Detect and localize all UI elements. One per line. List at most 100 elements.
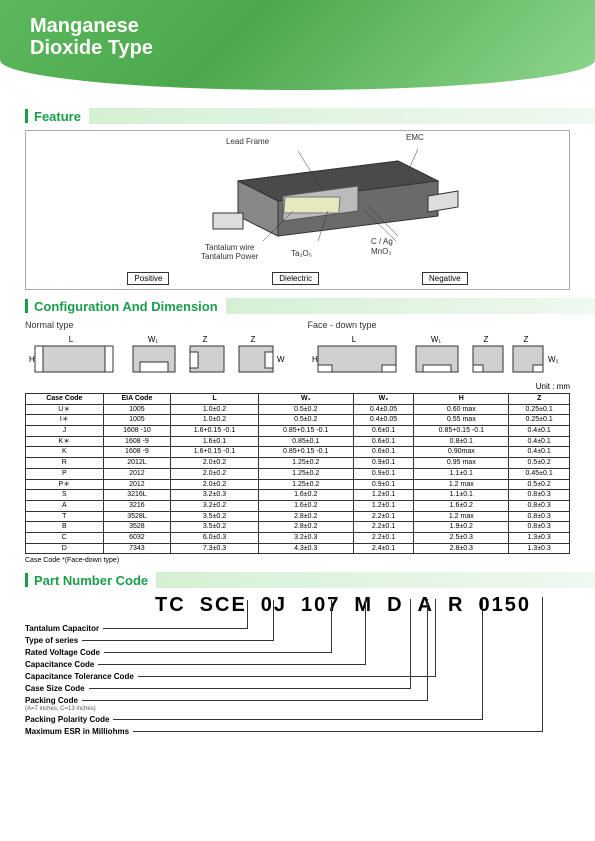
- svg-text:Z: Z: [203, 335, 208, 344]
- title-line1: Manganese: [30, 15, 139, 37]
- table-cell: 1.2 max: [414, 479, 509, 490]
- pnc-label-row: Packing Polarity Code: [25, 715, 570, 724]
- table-cell: 0.90max: [414, 447, 509, 458]
- svg-text:L: L: [69, 335, 74, 344]
- table-cell: 2.8±0.2: [258, 511, 353, 522]
- table-cell: D: [26, 543, 104, 554]
- section-partnum: Part Number Code: [25, 572, 595, 588]
- pnc-label-row: Capacitance Code: [25, 660, 570, 669]
- table-header: Z: [509, 394, 570, 405]
- table-cell: 7343: [103, 543, 171, 554]
- section-feature-text: Feature: [34, 109, 81, 124]
- table-cell: B: [26, 522, 104, 533]
- table-cell: 0.6±0.1: [353, 447, 414, 458]
- pnc-label-text: Maximum ESR in Milliohms: [25, 727, 129, 736]
- table-row: P20122.0±0.21.25±0.20.9±0.11.1±0.10.45±0…: [26, 468, 570, 479]
- pnc-segment: A: [418, 594, 434, 617]
- table-cell: 0.8±0.3: [509, 522, 570, 533]
- table-header: H: [414, 394, 509, 405]
- table-cell: 2.0±0.2: [171, 468, 259, 479]
- pnc-label-text: Capacitance Code: [25, 660, 94, 669]
- pnc-connector-line: [138, 676, 436, 677]
- table-cell: 1.6+0.15 -0.1: [171, 447, 259, 458]
- part-number-code: TCSCE0J107MDAR0150 Tantalum CapacitorTyp…: [25, 594, 570, 774]
- pnc-segment: D: [387, 594, 403, 617]
- table-cell: 1.25±0.2: [258, 468, 353, 479]
- table-header: Case Code: [26, 394, 104, 405]
- table-cell: C: [26, 532, 104, 543]
- table-cell: 2.8±0.2: [258, 522, 353, 533]
- svg-text:Z: Z: [523, 335, 528, 344]
- pnc-segment: M: [354, 594, 373, 617]
- table-cell: 1.6+0.15 -0.1: [171, 426, 259, 437]
- table-cell: 4.3±0.3: [258, 543, 353, 554]
- table-row: D73437.3±0.34.3±0.32.4±0.12.8±0.31.3±0.3: [26, 543, 570, 554]
- pnc-segment: R: [448, 594, 464, 617]
- table-cell: T: [26, 511, 104, 522]
- section-config: Configuration And Dimension: [25, 298, 595, 314]
- pnc-label-text: Packing Code: [25, 696, 78, 705]
- table-cell: 0.8±0.3: [509, 490, 570, 501]
- feature-diagram: Lead Frame EMC Tantalum wireTantalum Pow…: [25, 130, 570, 290]
- callout-ta2o5: Ta₂O₅: [291, 249, 312, 258]
- section-config-text: Configuration And Dimension: [34, 299, 218, 314]
- table-cell: 3.5±0.2: [171, 511, 259, 522]
- table-cell: 1.25±0.2: [258, 458, 353, 469]
- table-cell: 1608 -9: [103, 447, 171, 458]
- table-cell: 0.85+0.15 -0.1: [258, 426, 353, 437]
- svg-text:Z: Z: [483, 335, 488, 344]
- table-cell: 0.8±0.1: [414, 436, 509, 447]
- table-cell: U＊: [26, 404, 104, 415]
- table-cell: 1005: [103, 415, 171, 426]
- table-header: W₁: [258, 394, 353, 405]
- callout-lead-frame: Lead Frame: [226, 137, 269, 146]
- table-cell: 0.6±0.1: [353, 436, 414, 447]
- pnc-label-text: Rated Voltage Code: [25, 648, 100, 657]
- table-cell: 1.1±0.1: [414, 468, 509, 479]
- face-down-title: Face - down type: [308, 320, 571, 330]
- dimension-table: Case CodeEIA CodeLW₁W₂HZ U＊10051.0±0.20.…: [25, 393, 570, 554]
- pnc-label-row: Type of series: [25, 636, 570, 645]
- table-cell: 3.5±0.2: [171, 522, 259, 533]
- section-feature: Feature: [25, 108, 595, 124]
- normal-type-col: Normal type L H W₁ Z Z W₂: [25, 320, 288, 380]
- table-cell: 0.4±0.1: [509, 426, 570, 437]
- table-cell: 0.9±0.1: [353, 458, 414, 469]
- section-bg: [226, 298, 595, 314]
- table-cell: 1.2±0.1: [353, 490, 414, 501]
- table-cell: 3.2±0.2: [171, 500, 259, 511]
- table-cell: R: [26, 458, 104, 469]
- svg-text:L: L: [351, 335, 356, 344]
- legend-negative: Negative: [422, 272, 468, 285]
- table-row: C60326.0±0.33.2±0.32.2±0.12.5±0.31.3±0.3: [26, 532, 570, 543]
- table-row: I＊10051.0±0.20.5±0.20.4±0.050.55 max0.25…: [26, 415, 570, 426]
- table-row: U＊10051.0±0.20.5±0.20.4±0.050.60 max0.25…: [26, 404, 570, 415]
- svg-text:W₂: W₂: [548, 355, 559, 364]
- table-row: T3528L3.5±0.22.8±0.22.2±0.11.2 max0.8±0.…: [26, 511, 570, 522]
- pnc-label-text: Packing Polarity Code: [25, 715, 109, 724]
- legend-dielectric: Dielectric: [272, 272, 319, 285]
- table-cell: J: [26, 426, 104, 437]
- table-cell: 1.0±0.2: [171, 404, 259, 415]
- content: Feature Lead Frame EMC Tantalum wireTant: [0, 100, 595, 774]
- table-row: S3216L3.2±0.31.6±0.21.2±0.11.1±0.10.8±0.…: [26, 490, 570, 501]
- pnc-segment: TC: [155, 594, 186, 617]
- pnc-connector-line: [104, 652, 332, 653]
- table-cell: 1.6±0.2: [258, 490, 353, 501]
- table-cell: 0.25±0.1: [509, 415, 570, 426]
- svg-text:W₁: W₁: [430, 335, 441, 344]
- section-bg: [89, 108, 595, 124]
- table-cell: P＊: [26, 479, 104, 490]
- table-cell: 0.4±0.1: [509, 436, 570, 447]
- table-cell: 6.0±0.3: [171, 532, 259, 543]
- table-cell: 0.85+0.15 -0.1: [414, 426, 509, 437]
- svg-text:H: H: [312, 355, 318, 364]
- table-row: A32163.2±0.21.6±0.21.2±0.11.6±0.20.8±0.3: [26, 500, 570, 511]
- capacitor-svg: [118, 141, 478, 251]
- callout-cag: C / Ag: [371, 237, 393, 246]
- table-cell: 2012L: [103, 458, 171, 469]
- table-cell: 7.3±0.3: [171, 543, 259, 554]
- pnc-connector-line: [89, 688, 411, 689]
- table-cell: 0.5±0.2: [258, 404, 353, 415]
- table-cell: 0.5±0.2: [258, 415, 353, 426]
